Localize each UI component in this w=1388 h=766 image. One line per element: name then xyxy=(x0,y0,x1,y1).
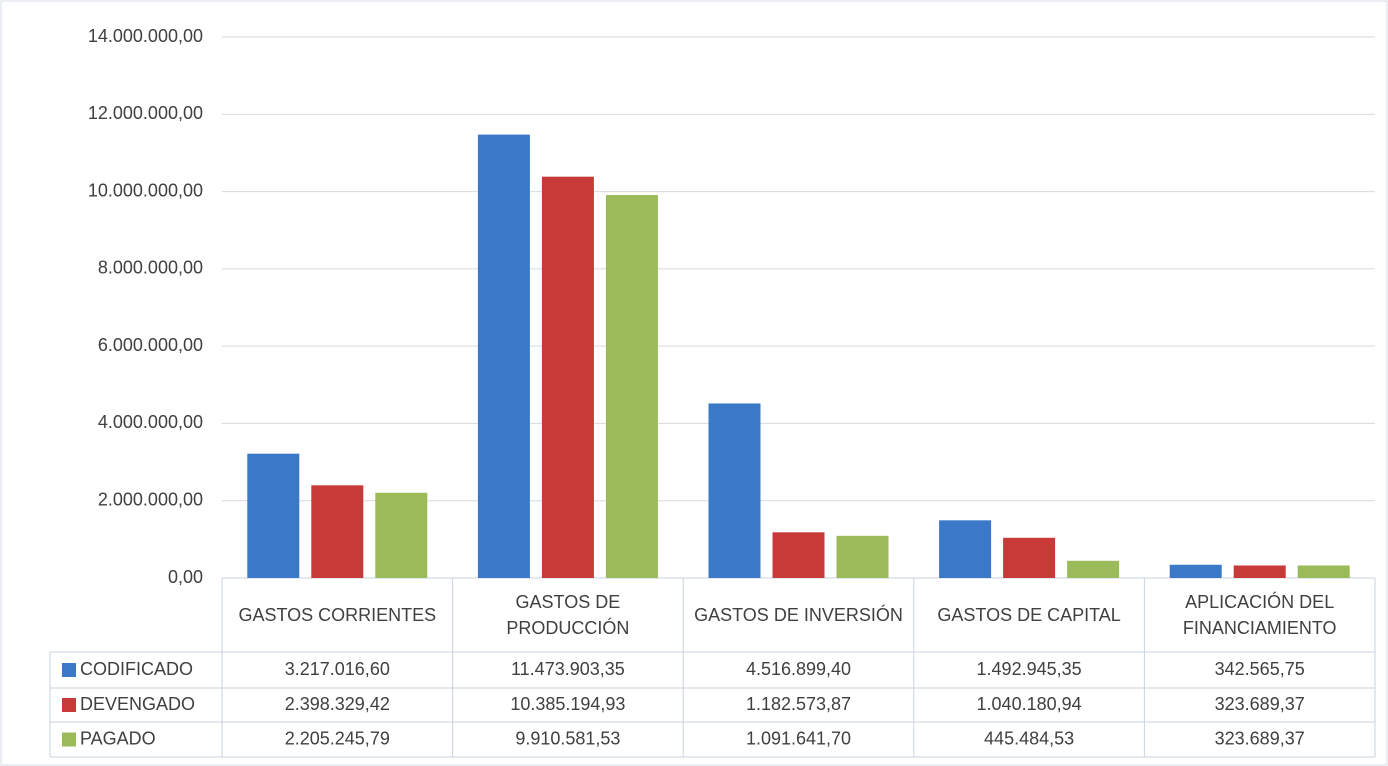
category-label-box: GASTOS DE CAPITAL xyxy=(937,605,1121,625)
table-value: 445.484,53 xyxy=(984,728,1074,748)
table-value: 323.689,37 xyxy=(1215,694,1305,714)
legend-label: PAGADO xyxy=(80,728,156,748)
bar xyxy=(311,485,364,578)
category-label-box: GASTOS DE INVERSIÓN xyxy=(694,605,903,625)
bar xyxy=(605,195,658,579)
table-value: 2.398.329,42 xyxy=(285,694,390,714)
y-tick-label: 0,00 xyxy=(168,567,203,587)
legend-key xyxy=(62,732,76,747)
table-value: 323.689,37 xyxy=(1215,728,1305,748)
legend-key xyxy=(62,698,76,712)
bar xyxy=(1067,560,1120,578)
bar xyxy=(247,453,300,578)
legend-label: CODIFICADO xyxy=(80,659,193,679)
x-tick-label: GASTOS DE PRODUCCIÓN xyxy=(506,592,630,638)
bar xyxy=(1233,565,1286,578)
bar xyxy=(375,492,428,578)
bar xyxy=(939,520,992,578)
table-value: 2.205.245,79 xyxy=(285,728,390,748)
table-value: 342.565,75 xyxy=(1215,659,1305,679)
table-value: 11.473.903,35 xyxy=(511,659,625,679)
category-label-box: GASTOS CORRIENTES xyxy=(238,605,437,625)
legend-key xyxy=(62,663,76,677)
table-value: 1.182.573,87 xyxy=(746,694,851,714)
x-tick-label: GASTOS DE CAPITAL xyxy=(937,605,1121,625)
legend-label: DEVENGADO xyxy=(80,694,195,714)
table-value: 1.040.180,94 xyxy=(977,694,1082,714)
bar xyxy=(1003,537,1056,578)
y-tick-label: 8.000.000,00 xyxy=(98,258,203,278)
table-value: 4.516.899,40 xyxy=(746,659,851,679)
bar xyxy=(1169,564,1222,578)
table-value: 10.385.194,93 xyxy=(510,694,625,714)
bar xyxy=(1297,565,1350,578)
bar xyxy=(836,535,889,578)
bar xyxy=(708,403,761,578)
bar xyxy=(541,176,594,578)
y-tick-label: 14.000.000,00 xyxy=(88,26,203,46)
table-value: 1.492.945,35 xyxy=(977,659,1082,679)
bar xyxy=(477,134,530,578)
table-value: 3.217.016,60 xyxy=(285,659,390,679)
y-tick-label: 2.000.000,00 xyxy=(98,489,203,509)
table-value: 1.091.641,70 xyxy=(746,728,851,748)
y-tick-label: 4.000.000,00 xyxy=(98,412,203,432)
x-tick-label: GASTOS CORRIENTES xyxy=(238,605,437,625)
x-tick-label: APLICACIÓN DEL FINANCIAMIENTO xyxy=(1182,592,1337,638)
category-label-box: APLICACIÓN DEL FINANCIAMIENTO xyxy=(1182,592,1337,638)
category-label-box: GASTOS DE PRODUCCIÓN xyxy=(506,592,630,638)
bar xyxy=(772,532,825,578)
y-tick-label: 10.000.000,00 xyxy=(88,180,203,200)
y-tick-label: 12.000.000,00 xyxy=(88,103,203,123)
y-tick-label: 6.000.000,00 xyxy=(98,335,203,355)
x-tick-label: GASTOS DE INVERSIÓN xyxy=(694,605,903,625)
table-value: 9.910.581,53 xyxy=(515,728,620,748)
